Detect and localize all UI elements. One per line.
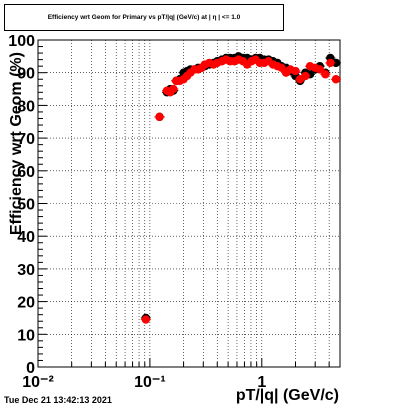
y-tick-label: 50 xyxy=(17,197,35,214)
data-point xyxy=(291,66,300,76)
x-tick-label: 10⁻² xyxy=(22,374,54,391)
y-tick-label: 100 xyxy=(8,33,35,50)
y-tick-label: 20 xyxy=(17,295,35,312)
y-tick-label: 60 xyxy=(17,164,35,181)
data-point xyxy=(315,65,325,74)
y-tick-label: 80 xyxy=(17,98,35,115)
data-point xyxy=(169,84,178,94)
axis-ticks xyxy=(37,39,341,368)
y-axis-title: Efficiency wrt Geom (%) xyxy=(8,52,25,235)
timestamp: Tue Dec 21 13:42:13 2021 xyxy=(4,395,112,405)
data-point xyxy=(326,58,335,68)
grid-lines xyxy=(37,40,341,367)
y-tick-label: 10 xyxy=(17,327,35,344)
chart-title: Efficiency wrt Geom for Primary vs pT/|q… xyxy=(4,4,284,31)
series-red xyxy=(140,55,341,324)
y-tick-label: 40 xyxy=(17,229,35,246)
y-tick-label: 70 xyxy=(17,131,35,148)
data-point xyxy=(155,112,164,122)
x-tick-label: 1 xyxy=(257,374,266,391)
y-tick-label: 90 xyxy=(17,66,35,83)
data-point xyxy=(321,70,330,79)
x-axis-title: pT/|q| (GeV/c) xyxy=(236,387,339,404)
data-series xyxy=(140,52,341,324)
y-tick-label: 0 xyxy=(26,360,35,377)
y-tick-label: 30 xyxy=(17,262,35,279)
tick-labels: 0 10 20 30 40 50 60 70 80 90 100 10⁻² 10⁻¹ 1 xyxy=(8,33,266,391)
x-tick-label: 10⁻¹ xyxy=(134,374,166,391)
data-point xyxy=(331,75,341,84)
data-point xyxy=(301,71,310,81)
data-point xyxy=(141,315,151,324)
